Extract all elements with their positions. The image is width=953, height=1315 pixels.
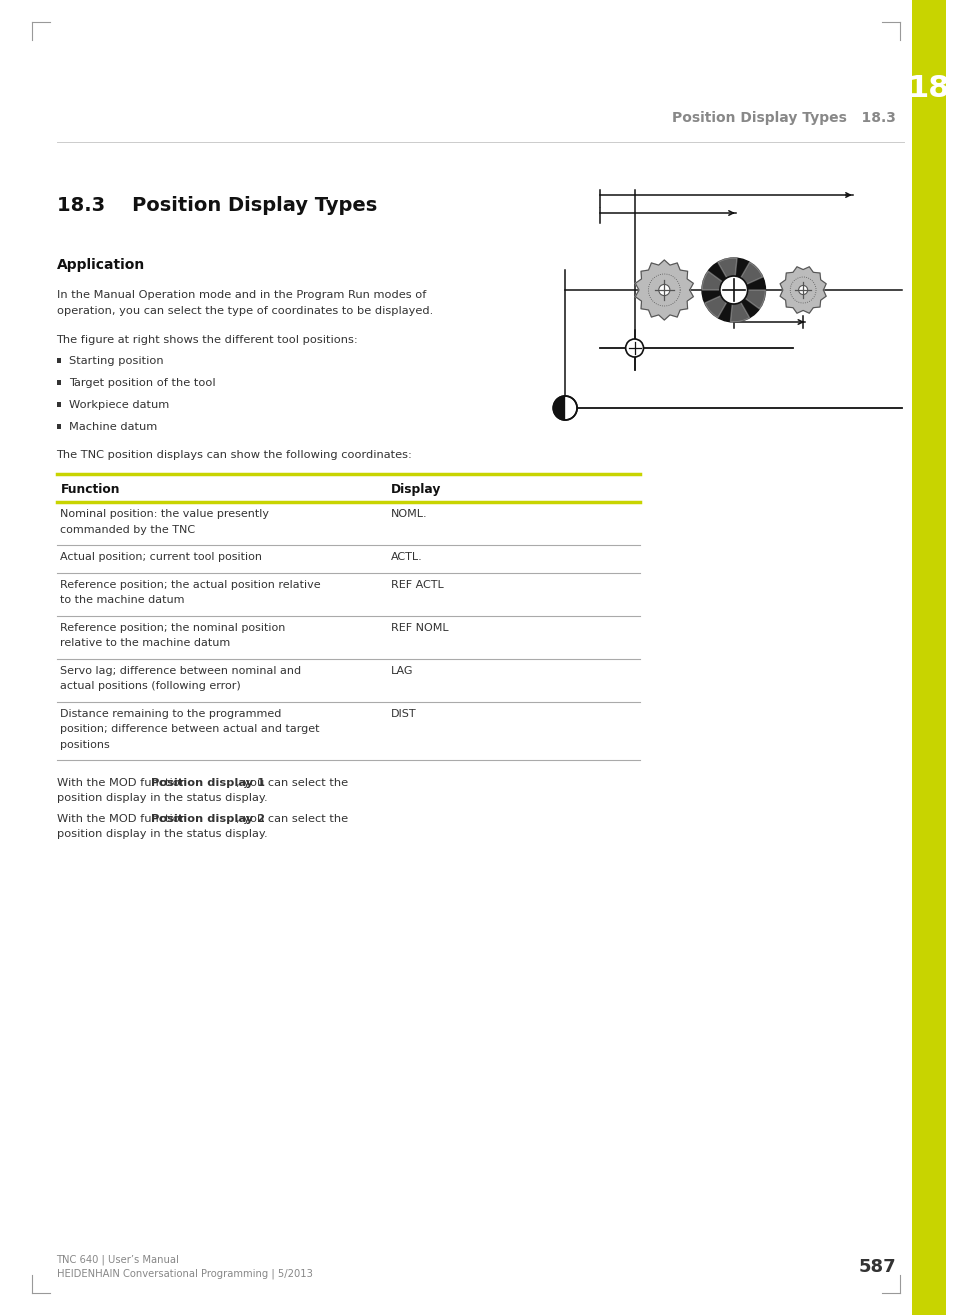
Polygon shape [733, 291, 764, 309]
Text: position; difference between actual and target: position; difference between actual and … [60, 725, 319, 734]
Text: position display in the status display.: position display in the status display. [56, 793, 267, 803]
Polygon shape [780, 267, 825, 313]
Text: 18.3    Position Display Types: 18.3 Position Display Types [56, 196, 376, 214]
Circle shape [659, 284, 669, 296]
Polygon shape [635, 260, 693, 320]
Text: relative to the machine datum: relative to the machine datum [60, 638, 231, 648]
Wedge shape [553, 396, 564, 419]
Text: The figure at right shows the different tool positions:: The figure at right shows the different … [56, 335, 358, 345]
Text: With the MOD function: With the MOD function [56, 778, 190, 788]
Text: Nominal position: the value presently: Nominal position: the value presently [60, 509, 269, 519]
Text: position display in the status display.: position display in the status display. [56, 828, 267, 839]
Text: positions: positions [60, 739, 111, 750]
Text: actual positions (following error): actual positions (following error) [60, 681, 241, 690]
Circle shape [625, 339, 643, 356]
Text: Actual position; current tool position: Actual position; current tool position [60, 552, 262, 562]
Text: Target position of the tool: Target position of the tool [70, 377, 215, 388]
Text: Application: Application [56, 258, 145, 272]
Text: REF ACTL: REF ACTL [391, 580, 443, 589]
Bar [56, 423, 61, 429]
Text: REF NOML: REF NOML [391, 622, 448, 633]
Circle shape [720, 276, 747, 304]
Text: , you can select the: , you can select the [236, 814, 348, 825]
Text: Position display 2: Position display 2 [152, 814, 265, 825]
Text: Workpiece datum: Workpiece datum [70, 400, 170, 409]
Text: Reference position; the nominal position: Reference position; the nominal position [60, 622, 286, 633]
Text: With the MOD function: With the MOD function [56, 814, 190, 825]
Text: Display: Display [391, 483, 440, 496]
Text: commanded by the TNC: commanded by the TNC [60, 525, 195, 534]
Text: HEIDENHAIN Conversational Programming | 5/2013: HEIDENHAIN Conversational Programming | … [56, 1269, 312, 1279]
Circle shape [701, 258, 764, 322]
Bar [56, 358, 61, 363]
Text: Position Display Types   18.3: Position Display Types 18.3 [672, 110, 896, 125]
Text: 18: 18 [907, 74, 949, 103]
Bar [56, 380, 61, 385]
Text: Position display 1: Position display 1 [152, 778, 265, 788]
Polygon shape [704, 291, 733, 318]
Text: Starting position: Starting position [70, 355, 164, 366]
Text: Reference position; the actual position relative: Reference position; the actual position … [60, 580, 321, 589]
Text: Machine datum: Machine datum [70, 422, 157, 431]
Text: Servo lag; difference between nominal and: Servo lag; difference between nominal an… [60, 665, 301, 676]
Bar [911, 0, 945, 1315]
Circle shape [553, 396, 577, 419]
Text: to the machine datum: to the machine datum [60, 594, 185, 605]
Text: In the Manual Operation mode and in the Program Run modes of: In the Manual Operation mode and in the … [56, 291, 425, 300]
Text: DIST: DIST [391, 709, 416, 718]
Text: , you can select the: , you can select the [236, 778, 348, 788]
Text: LAG: LAG [391, 665, 413, 676]
Text: 587: 587 [858, 1258, 896, 1276]
Polygon shape [733, 262, 761, 291]
Text: ACTL.: ACTL. [391, 552, 422, 562]
Text: operation, you can select the type of coordinates to be displayed.: operation, you can select the type of co… [56, 306, 433, 316]
Text: TNC 640 | User’s Manual: TNC 640 | User’s Manual [56, 1255, 179, 1265]
Bar [56, 402, 61, 408]
Text: The TNC position displays can show the following coordinates:: The TNC position displays can show the f… [56, 450, 412, 460]
Polygon shape [701, 271, 733, 291]
Circle shape [798, 285, 807, 295]
Polygon shape [717, 258, 737, 291]
Text: NOML.: NOML. [391, 509, 427, 519]
Polygon shape [730, 291, 749, 322]
Text: Function: Function [60, 483, 120, 496]
Text: Distance remaining to the programmed: Distance remaining to the programmed [60, 709, 281, 718]
